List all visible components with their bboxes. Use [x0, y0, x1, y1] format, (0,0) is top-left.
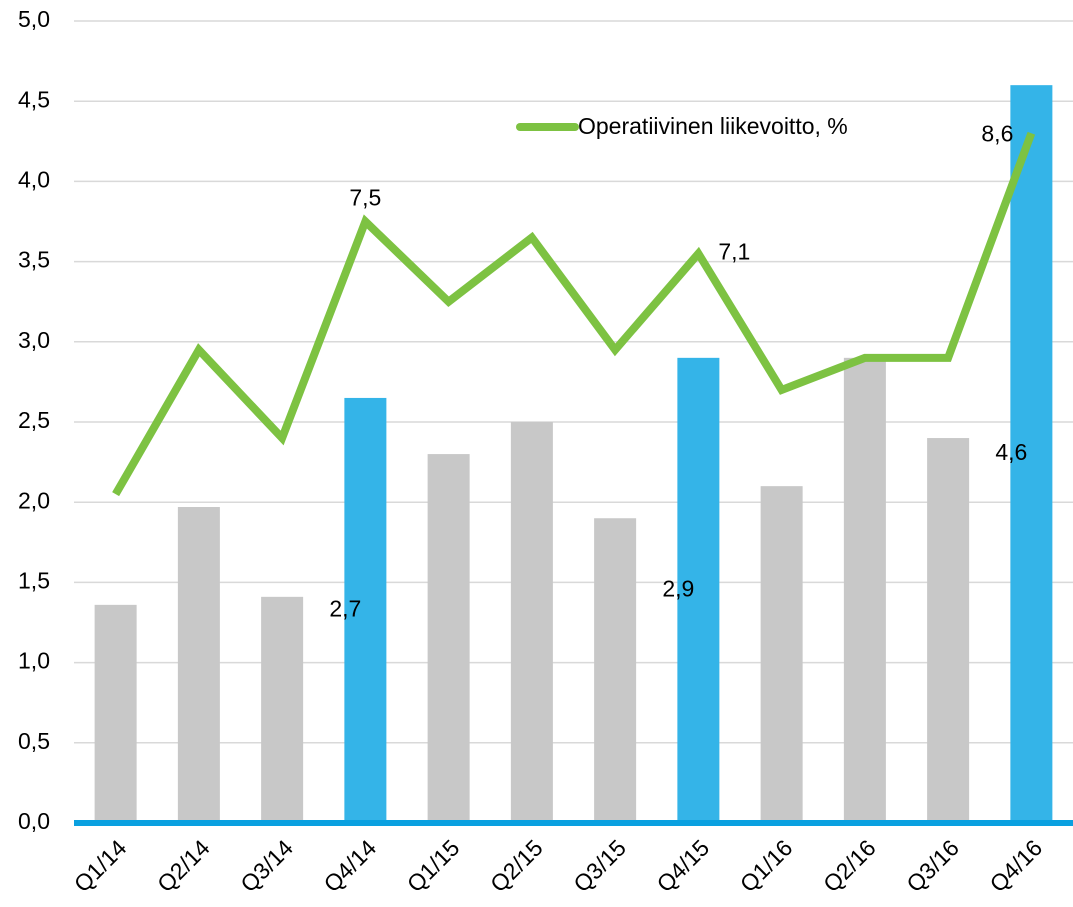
- line-value-label: 7,5: [349, 185, 381, 211]
- bar-value-label: 4,6: [995, 439, 1027, 465]
- x-tick-label: Q4/16: [985, 834, 1048, 897]
- bar: [94, 604, 137, 823]
- bar-value-label: 2,7: [329, 596, 361, 622]
- line-series: [112, 131, 1036, 497]
- x-tick-label: Q1/16: [735, 834, 798, 897]
- line-value-label: 7,1: [718, 239, 750, 265]
- bar: [843, 357, 886, 823]
- x-tick-label: Q4/14: [319, 834, 382, 897]
- x-tick-label: Q3/16: [901, 834, 964, 897]
- x-tick-label: Q2/15: [485, 834, 548, 897]
- bar: [427, 454, 470, 823]
- y-tick-label: 0,5: [18, 728, 50, 754]
- y-tick-label: 5,0: [18, 6, 50, 32]
- bar: [510, 422, 553, 823]
- y-tick-label: 4,0: [18, 166, 50, 192]
- x-tick-label: Q3/14: [235, 834, 298, 897]
- x-tick-label: Q2/14: [152, 834, 215, 897]
- y-tick-label: 4,5: [18, 86, 50, 112]
- y-tick-label: 1,0: [18, 648, 50, 674]
- bar: [760, 486, 803, 823]
- x-tick-label: Q3/15: [568, 834, 631, 897]
- bar: [344, 397, 387, 823]
- bar: [927, 438, 970, 823]
- bar: [177, 507, 220, 823]
- bar-value-label: 2,9: [662, 575, 694, 601]
- bar: [594, 518, 637, 823]
- line-value-label: 8,6: [981, 120, 1013, 146]
- x-tick-label: Q1/14: [69, 834, 132, 897]
- y-tick-label: 0,0: [18, 808, 50, 834]
- y-tick-label: 3,5: [18, 247, 50, 273]
- x-tick-label: Q4/15: [652, 834, 715, 897]
- bar: [677, 357, 720, 823]
- y-tick-label: 2,0: [18, 487, 50, 513]
- bar: [1010, 85, 1053, 823]
- y-tick-label: 2,5: [18, 407, 50, 433]
- y-tick-label: 1,5: [18, 567, 50, 593]
- y-tick-label: 3,0: [18, 327, 50, 353]
- legend-label: Operatiivinen liikevoitto, %: [578, 113, 848, 139]
- x-tick-label: Q1/15: [402, 834, 465, 897]
- x-tick-label: Q2/16: [818, 834, 881, 897]
- bar: [261, 596, 304, 823]
